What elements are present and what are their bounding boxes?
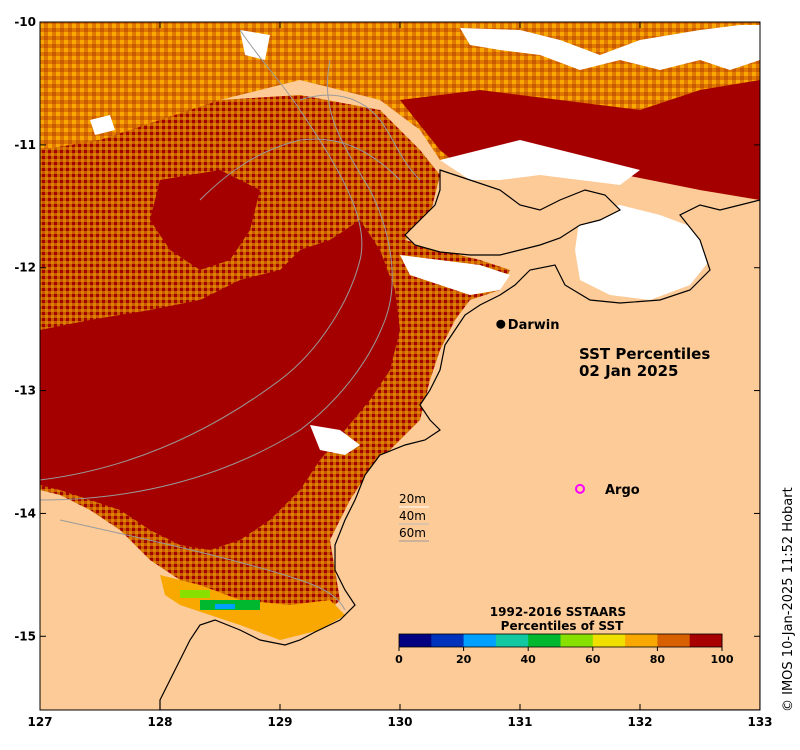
- x-tick-label: 132: [627, 715, 652, 729]
- colorbar: 1992-2016 SSTAARS Percentiles of SST 0 20…: [395, 605, 734, 666]
- x-tick-label: 127: [27, 715, 52, 729]
- map-title-line1: SST Percentiles: [579, 345, 710, 363]
- missing-data-patch: [400, 255, 510, 295]
- y-tick-label: -12: [14, 261, 36, 275]
- colorbar-swatch: [431, 634, 465, 647]
- colorbar-swatch: [625, 634, 658, 647]
- x-tick-label: 130: [387, 715, 412, 729]
- place-markers: Darwin: [496, 318, 560, 333]
- colorbar-tick-label: 40: [521, 653, 537, 666]
- depth-legend-20m: 20m: [399, 492, 426, 506]
- colorbar-title-line2: Percentiles of SST: [501, 619, 624, 633]
- land-mass: [159, 199, 760, 710]
- colorbar-tick-label: 100: [711, 653, 734, 666]
- colorbar-tick-label: 60: [585, 653, 601, 666]
- colorbar-swatch: [560, 634, 594, 647]
- colorbar-title-line1: 1992-2016 SSTAARS: [490, 605, 626, 619]
- argo-float-marker: [575, 483, 585, 494]
- x-tick-label: 131: [507, 715, 532, 729]
- colorbar-tick-label: 0: [395, 653, 403, 666]
- city-label-darwin: Darwin: [508, 318, 560, 333]
- x-tick-label: 133: [747, 715, 772, 729]
- x-tick-label: 128: [147, 715, 172, 729]
- colorbar-tick-label: 20: [456, 653, 472, 666]
- colorbar-swatch: [592, 634, 626, 647]
- colorbar-swatch: [399, 634, 432, 647]
- colorbar-swatch: [463, 634, 497, 647]
- missing-data-patch: [575, 205, 710, 300]
- depth-legend-40m: 40m: [399, 509, 426, 523]
- depth-legend-60m: 60m: [399, 526, 426, 540]
- y-tick-label: -14: [14, 506, 36, 520]
- city-marker-darwin: [496, 319, 506, 329]
- colorbar-swatch: [657, 634, 691, 647]
- land-island: [404, 169, 622, 256]
- y-tick-label: -13: [14, 384, 36, 398]
- imos-credit: © IMOS 10-Jan-2025 11:52 Hobart: [781, 487, 796, 712]
- axis-ticks: 127 128 129 130 131 132 133 -10 -11 -12 -13 -14 -15: [14, 15, 772, 729]
- y-tick-label: -10: [14, 15, 36, 29]
- missing-data-patch: [460, 25, 760, 70]
- x-tick-label: 129: [267, 715, 292, 729]
- map-title-line2: 02 Jan 2025: [579, 362, 678, 380]
- ocean-red-core: [40, 220, 400, 550]
- argo-label: Argo: [605, 483, 640, 498]
- missing-data-patch: [90, 115, 115, 135]
- ocean-red-west: [150, 170, 260, 270]
- bathymetry-contours: [40, 29, 421, 611]
- sst-ocean-layer: [40, 22, 760, 710]
- missing-data-patch: [310, 425, 360, 455]
- y-tick-label: -15: [14, 629, 36, 643]
- y-tick-label: -11: [14, 138, 36, 152]
- colorbar-swatch: [495, 634, 529, 647]
- colorbar-swatch: [689, 634, 723, 647]
- missing-data-patch: [240, 30, 270, 60]
- colorbar-swatch: [528, 634, 561, 647]
- ocean-orange-region: [40, 22, 760, 240]
- missing-data-patch: [440, 140, 640, 185]
- colorbar-tick-label: 80: [650, 653, 666, 666]
- depth-legend: 20m 40m 60m: [399, 492, 429, 542]
- colorbar-border: [398, 633, 723, 648]
